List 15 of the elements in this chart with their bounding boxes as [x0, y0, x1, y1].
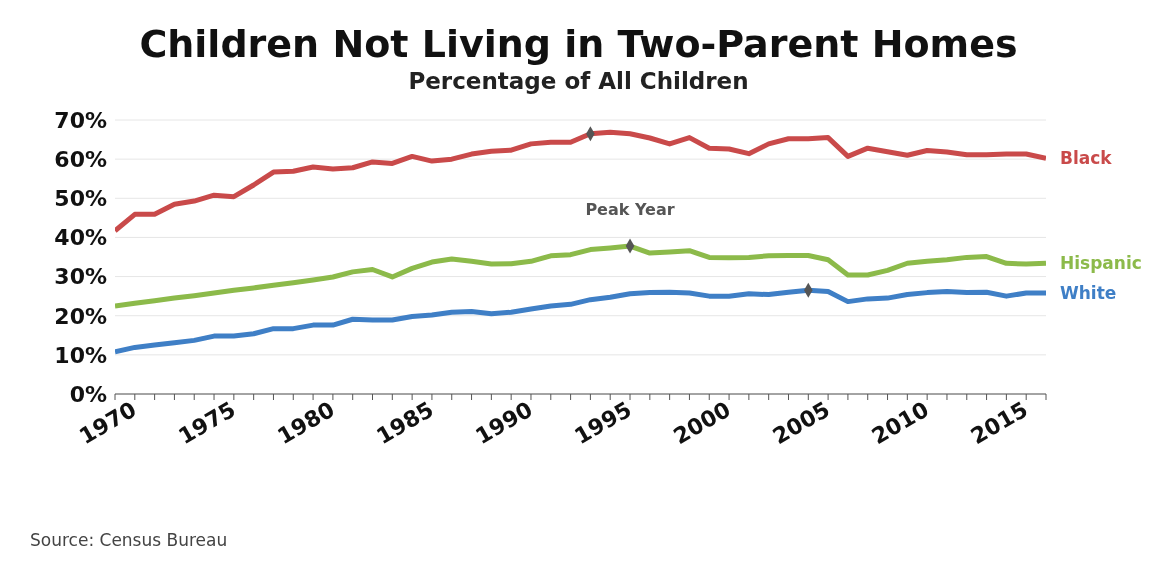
- chart-title: Children Not Living in Two-Parent Homes: [138, 21, 1019, 66]
- series-label: Hispanic: [1060, 253, 1142, 274]
- annotation: Peak Year: [585, 200, 675, 220]
- source-note: Source: Census Bureau: [30, 530, 228, 550]
- chart-subtitle: Percentage of All Children: [407, 68, 750, 94]
- y-tick-label: 30%: [54, 264, 107, 290]
- y-tick-label: 0%: [69, 381, 107, 407]
- series-label: Black: [1060, 148, 1113, 169]
- y-tick-label: 50%: [54, 186, 107, 212]
- y-tick-label: 20%: [54, 303, 107, 329]
- y-tick-label: 10%: [54, 342, 107, 368]
- y-tick-label: 40%: [54, 225, 107, 251]
- y-tick-label: 60%: [54, 146, 107, 172]
- y-tick-label: 70%: [54, 107, 107, 133]
- series-label: White: [1060, 283, 1117, 304]
